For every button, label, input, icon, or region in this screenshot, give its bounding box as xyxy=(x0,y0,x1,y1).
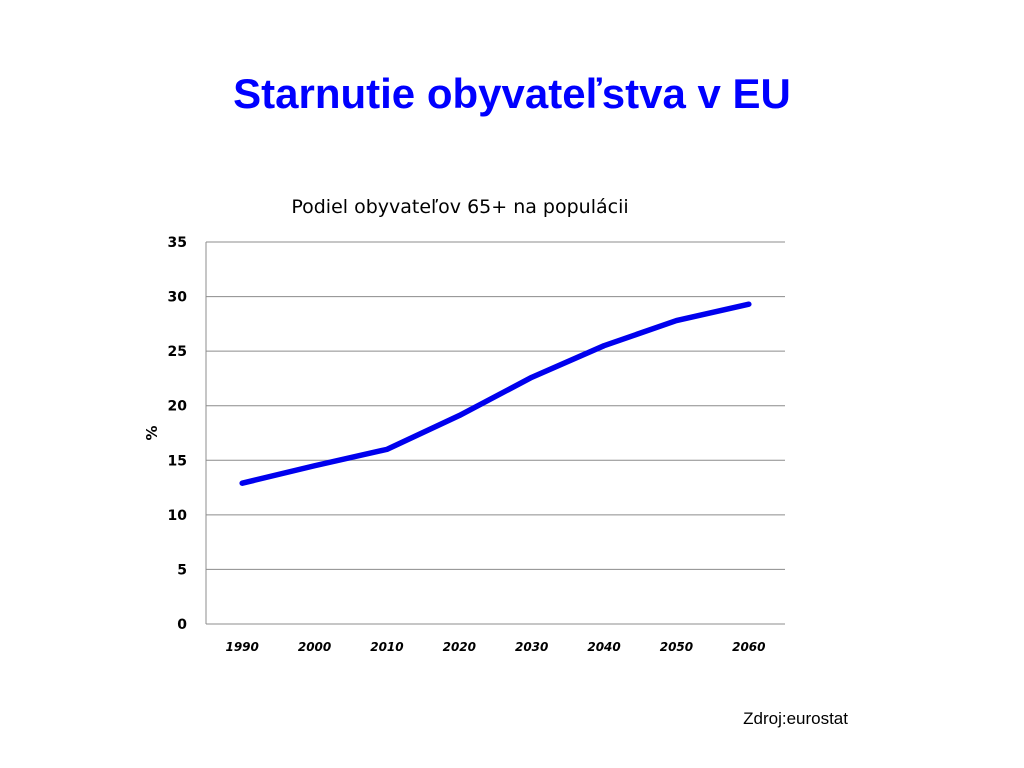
y-tick-label: 20 xyxy=(168,399,188,415)
slide-title: Starnutie obyvateľstva v EU xyxy=(233,70,791,117)
y-axis-ticks: 0 5 10 15 20 25 30 35 xyxy=(168,235,188,633)
y-axis-label: % xyxy=(143,425,161,440)
x-tick-label: 2030 xyxy=(515,640,548,654)
chart-series xyxy=(239,301,752,486)
x-tick-label: 2020 xyxy=(443,640,476,654)
chart-grid xyxy=(205,241,785,625)
y-tick-label: 0 xyxy=(177,617,187,633)
x-tick-label: 2060 xyxy=(732,640,765,654)
x-tick-label: 2010 xyxy=(370,640,403,654)
x-axis-ticks: 1990 2000 2010 2020 2030 2040 2050 2060 xyxy=(225,640,765,654)
source-note: Zdroj:eurostat xyxy=(743,709,848,728)
y-tick-label: 35 xyxy=(168,235,187,251)
y-tick-label: 15 xyxy=(168,453,187,469)
y-tick-label: 5 xyxy=(177,562,187,578)
chart-title: Podiel obyvateľov 65+ na populácii xyxy=(291,196,628,218)
series-line-0 xyxy=(239,301,752,486)
x-tick-label: 1990 xyxy=(225,640,258,654)
y-tick-label: 25 xyxy=(168,344,187,360)
x-tick-label: 2040 xyxy=(587,640,620,654)
y-tick-label: 10 xyxy=(168,508,188,524)
y-tick-label: 30 xyxy=(168,290,188,306)
x-tick-label: 2050 xyxy=(660,640,693,654)
x-tick-label: 2000 xyxy=(298,640,331,654)
